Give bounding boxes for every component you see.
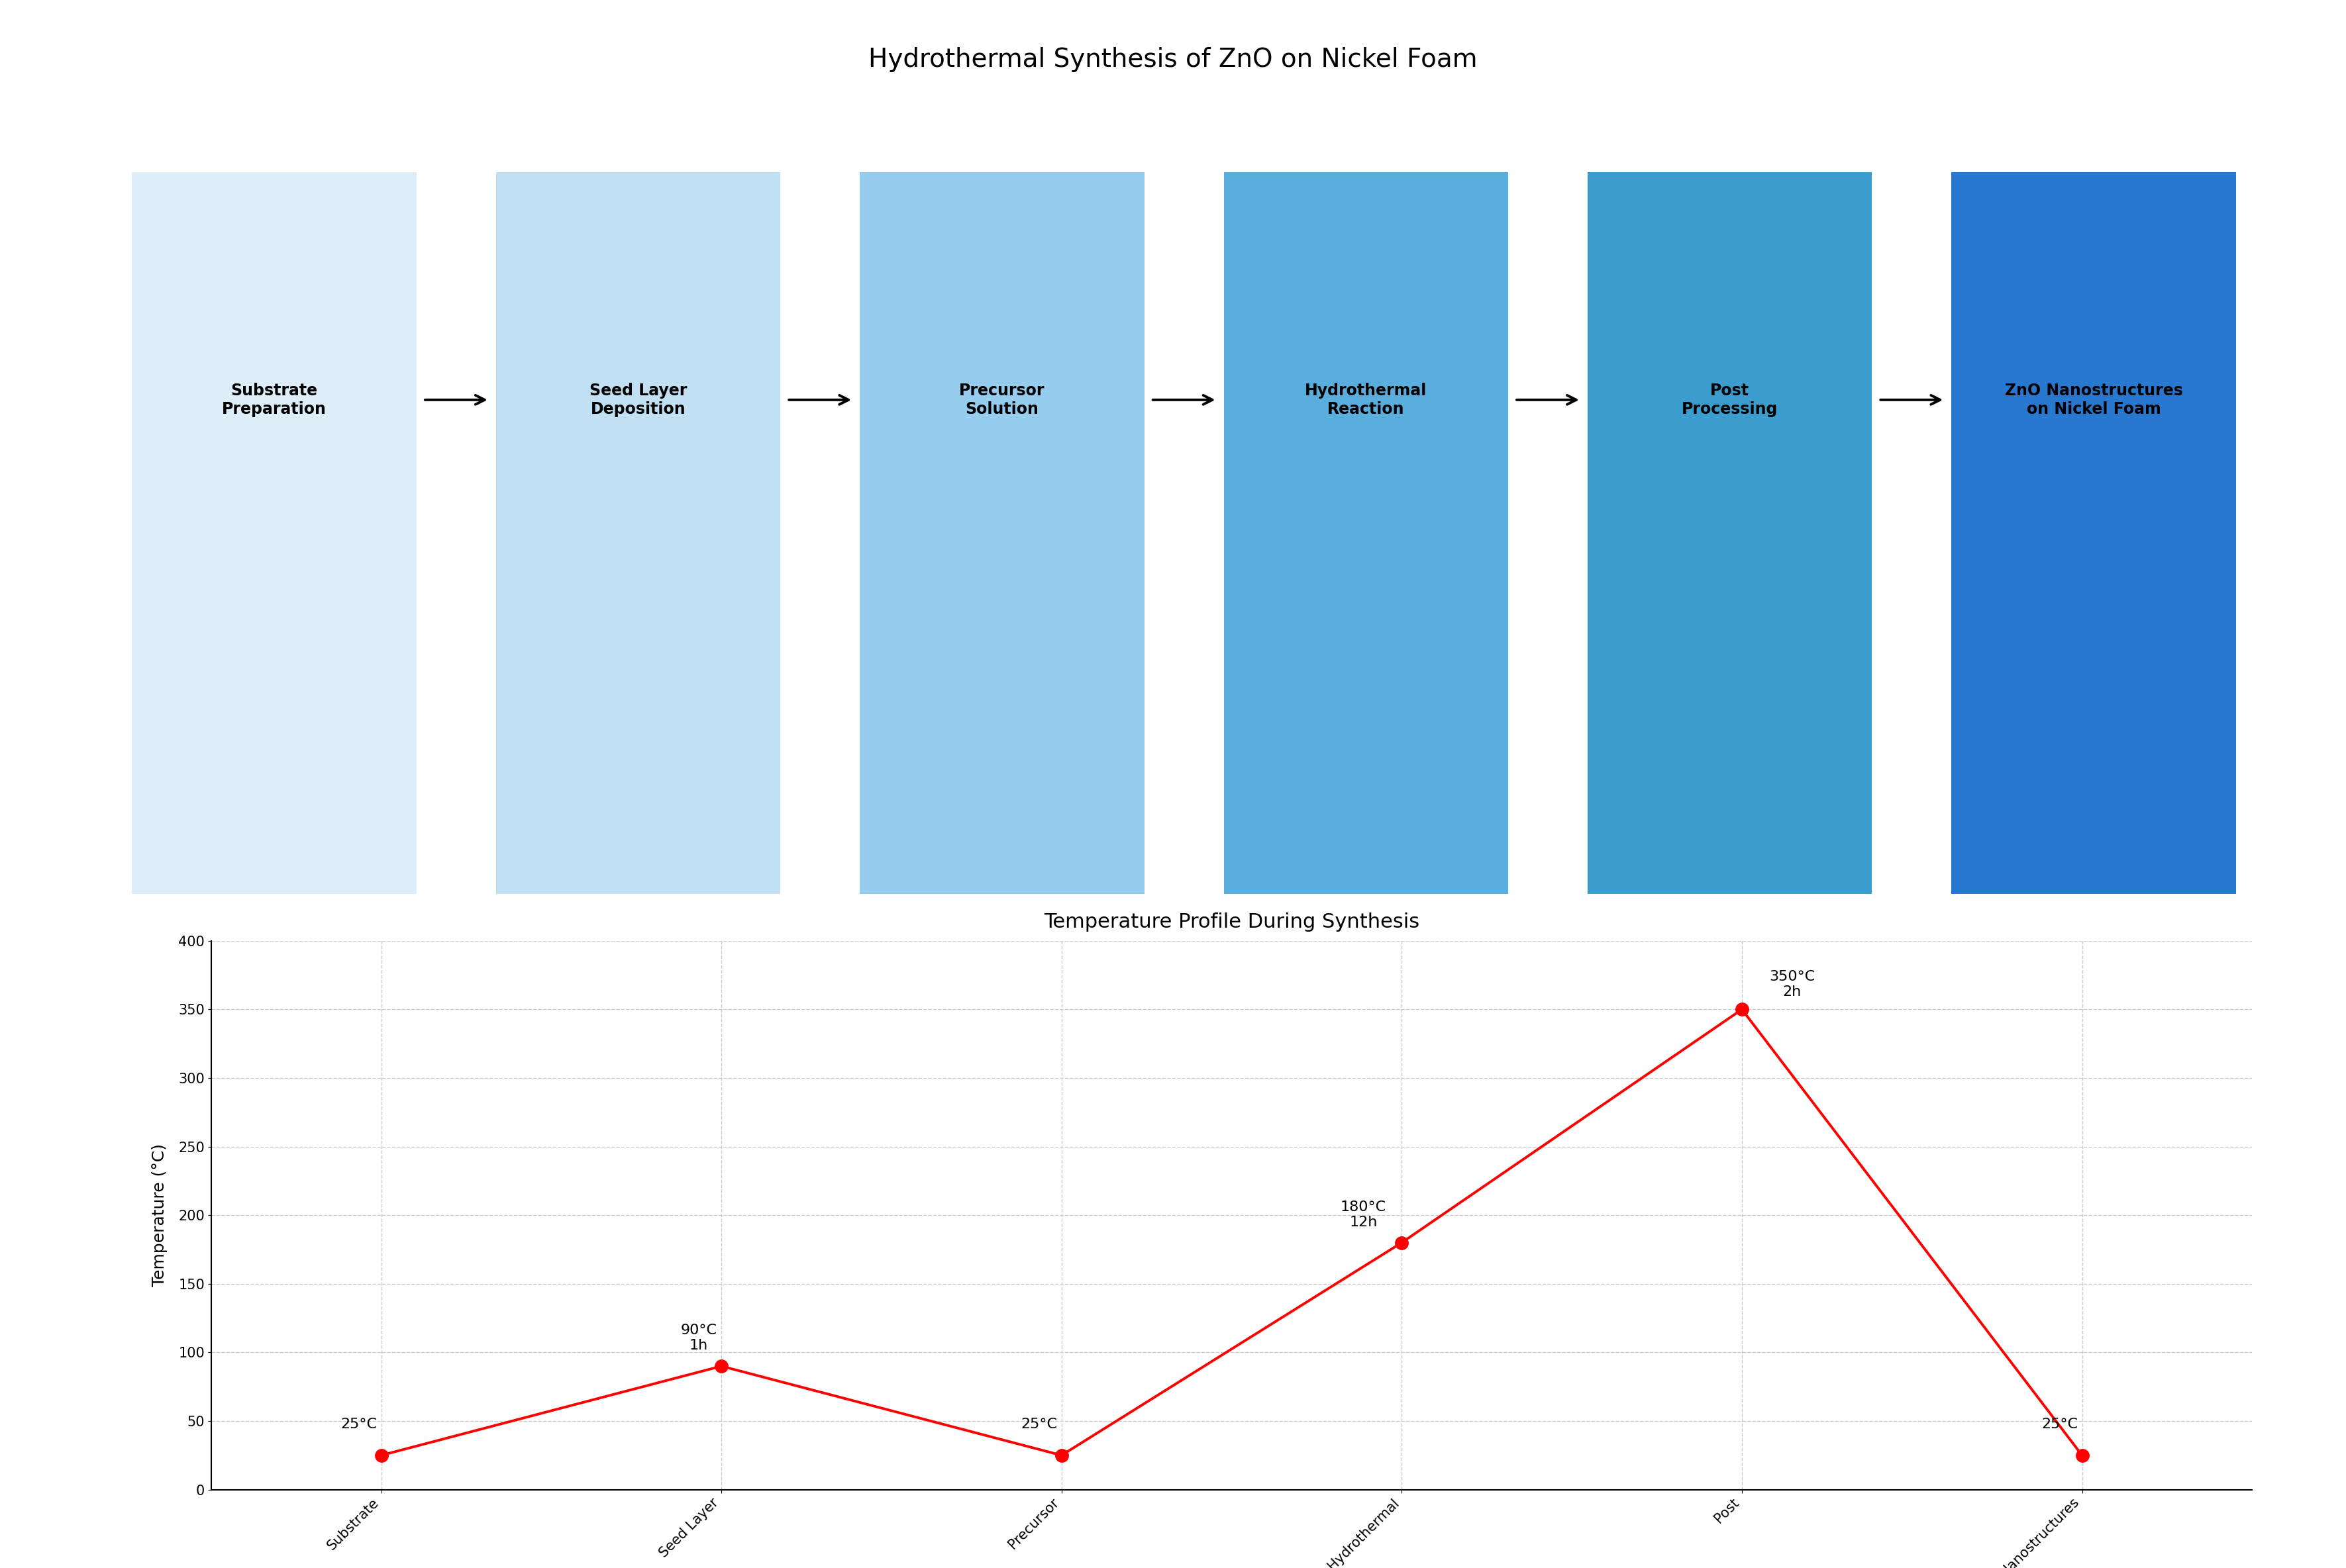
- Text: 90°C
1h: 90°C 1h: [680, 1323, 718, 1352]
- Text: 180°C
12h: 180°C 12h: [1340, 1201, 1386, 1229]
- Text: Precursor
Solution: Precursor Solution: [960, 383, 1044, 417]
- FancyBboxPatch shape: [131, 172, 418, 894]
- FancyBboxPatch shape: [1225, 172, 1508, 894]
- Y-axis label: Temperature (°C): Temperature (°C): [152, 1143, 167, 1287]
- Text: 25°C: 25°C: [2041, 1417, 2079, 1430]
- Text: Seed Layer
Deposition: Seed Layer Deposition: [589, 383, 687, 417]
- FancyBboxPatch shape: [1952, 172, 2236, 894]
- Text: 25°C: 25°C: [340, 1417, 378, 1430]
- Text: ZnO Nanostructures
on Nickel Foam: ZnO Nanostructures on Nickel Foam: [2003, 383, 2182, 417]
- FancyBboxPatch shape: [861, 172, 1145, 894]
- Text: Hydrothermal Synthesis of ZnO on Nickel Foam: Hydrothermal Synthesis of ZnO on Nickel …: [868, 47, 1478, 72]
- Text: Substrate
Preparation: Substrate Preparation: [223, 383, 326, 417]
- FancyBboxPatch shape: [495, 172, 781, 894]
- Text: 25°C: 25°C: [1021, 1417, 1058, 1430]
- Text: Post
Processing: Post Processing: [1682, 383, 1778, 417]
- Title: Temperature Profile During Synthesis: Temperature Profile During Synthesis: [1044, 913, 1419, 931]
- FancyBboxPatch shape: [1588, 172, 1872, 894]
- Text: Hydrothermal
Reaction: Hydrothermal Reaction: [1304, 383, 1426, 417]
- Text: 350°C
2h: 350°C 2h: [1769, 971, 1816, 999]
